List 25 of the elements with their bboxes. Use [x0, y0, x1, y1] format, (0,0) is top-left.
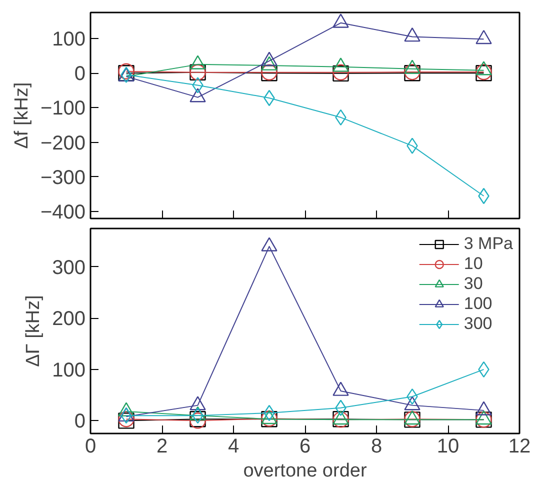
y-tick-label: −100 [40, 98, 86, 120]
x-tick-label: 4 [228, 436, 240, 458]
y-axis-title: Δf [kHz] [11, 82, 32, 149]
x-tick-label: 2 [156, 436, 168, 458]
y-tick-label: −400 [40, 202, 86, 224]
x-tick-label: 10 [436, 436, 460, 458]
y-tick-label: −200 [40, 132, 86, 154]
y-tick-label: 0 [74, 63, 86, 86]
y-tick-label: 300 [52, 256, 86, 279]
y-tick-label: 200 [52, 308, 86, 330]
y-tick-label: −300 [40, 166, 86, 189]
x-tick-label: 12 [508, 436, 531, 458]
legend-label: 300 [464, 314, 492, 334]
point [261, 237, 278, 252]
y-tick-label: 0 [74, 410, 86, 433]
x-tick-label: 6 [299, 436, 311, 458]
y-axis-title: ΔΓ [kHz] [23, 295, 44, 367]
y-tick-label: 100 [52, 359, 86, 382]
legend-label: 100 [464, 294, 492, 314]
x-tick-label: 8 [370, 436, 382, 458]
legend-label: 30 [464, 274, 484, 294]
legend-label: 3 MPa [464, 234, 513, 254]
legend-label: 10 [464, 254, 484, 274]
y-tick-label: 100 [52, 28, 86, 50]
x-axis-title: overtone order [243, 460, 368, 482]
